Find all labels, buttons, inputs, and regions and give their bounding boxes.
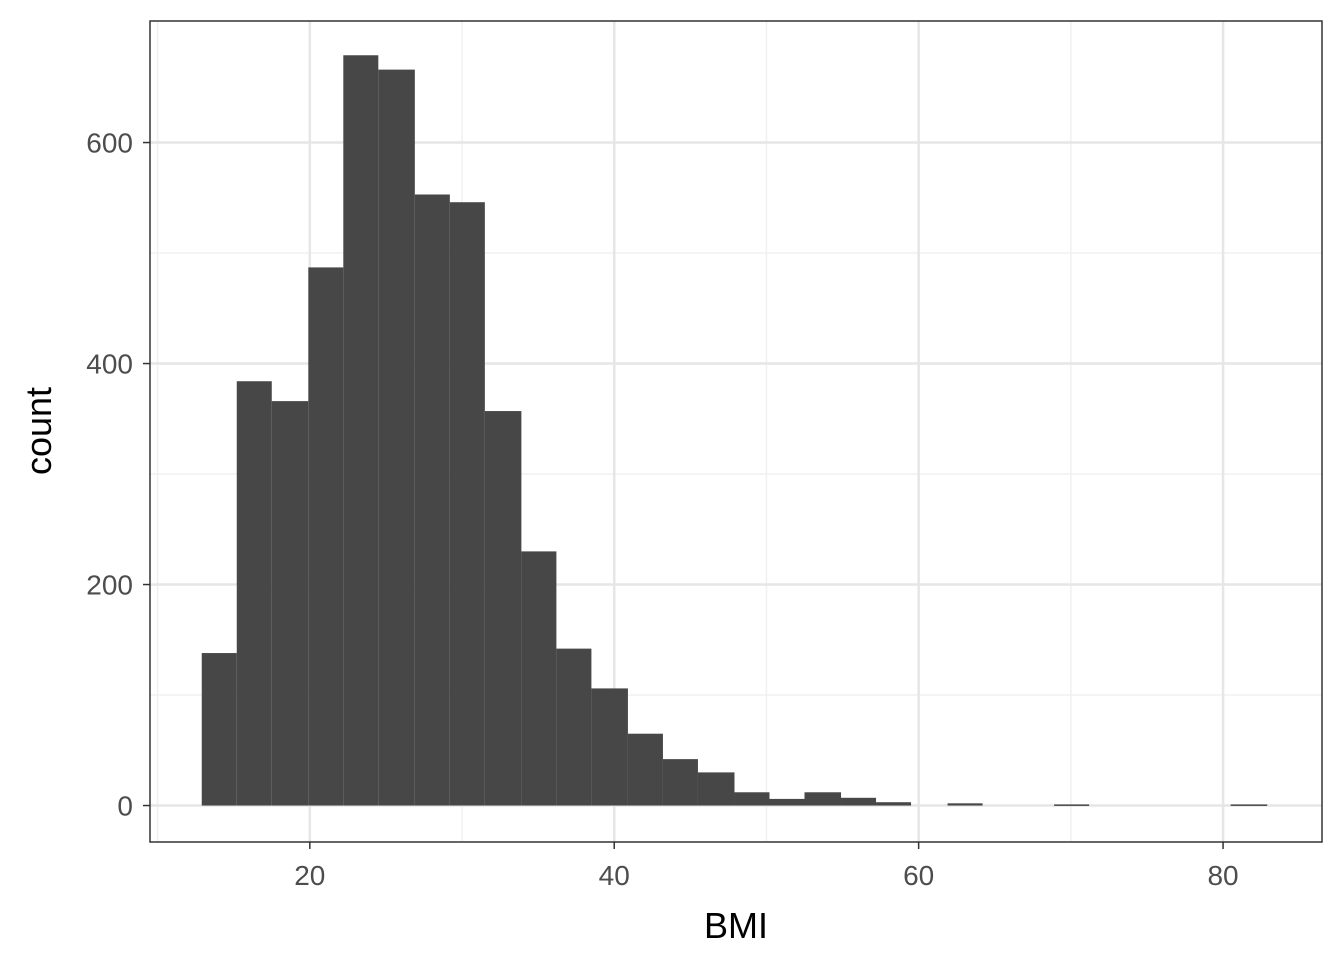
histogram-bar — [556, 648, 592, 806]
histogram-bar — [876, 802, 912, 806]
y-axis: 0 200 400 600 — [86, 128, 150, 822]
histogram-bar — [343, 55, 379, 806]
y-tick-label: 200 — [86, 570, 133, 601]
histogram-bar — [804, 792, 842, 806]
histogram-bar — [734, 792, 770, 806]
y-tick-label: 600 — [86, 128, 133, 159]
plot-panel-border — [149, 20, 1323, 843]
histogram-bar — [697, 772, 735, 806]
histogram-bar — [378, 69, 415, 806]
y-tick-label: 0 — [117, 791, 133, 822]
histogram-bar — [841, 797, 877, 806]
histogram-bar — [947, 803, 983, 806]
x-axis-title: BMI — [704, 905, 768, 946]
histogram-bar — [271, 401, 309, 806]
histogram-bar — [591, 688, 628, 806]
x-tick-label: 80 — [1207, 860, 1238, 891]
histogram-bar — [308, 267, 344, 806]
histogram-bar — [484, 411, 522, 806]
x-axis: 20 40 60 80 — [294, 842, 1239, 891]
x-tick-label: 20 — [294, 860, 325, 891]
histogram-bar — [521, 551, 557, 806]
histogram-bars — [201, 55, 1268, 806]
histogram-bar — [449, 202, 485, 806]
histogram-bar — [201, 653, 237, 806]
histogram-bar — [627, 733, 663, 806]
y-tick-label: 400 — [86, 349, 133, 380]
x-tick-label: 60 — [903, 860, 934, 891]
histogram-bar — [662, 759, 698, 806]
histogram-bar — [1054, 804, 1090, 806]
histogram-bar — [414, 194, 450, 806]
major-gridlines — [150, 21, 1322, 842]
histogram-bar — [236, 381, 272, 806]
y-axis-title: count — [18, 387, 59, 475]
histogram-bar — [1230, 804, 1268, 806]
histogram-bar — [769, 798, 805, 806]
x-tick-label: 40 — [599, 860, 630, 891]
